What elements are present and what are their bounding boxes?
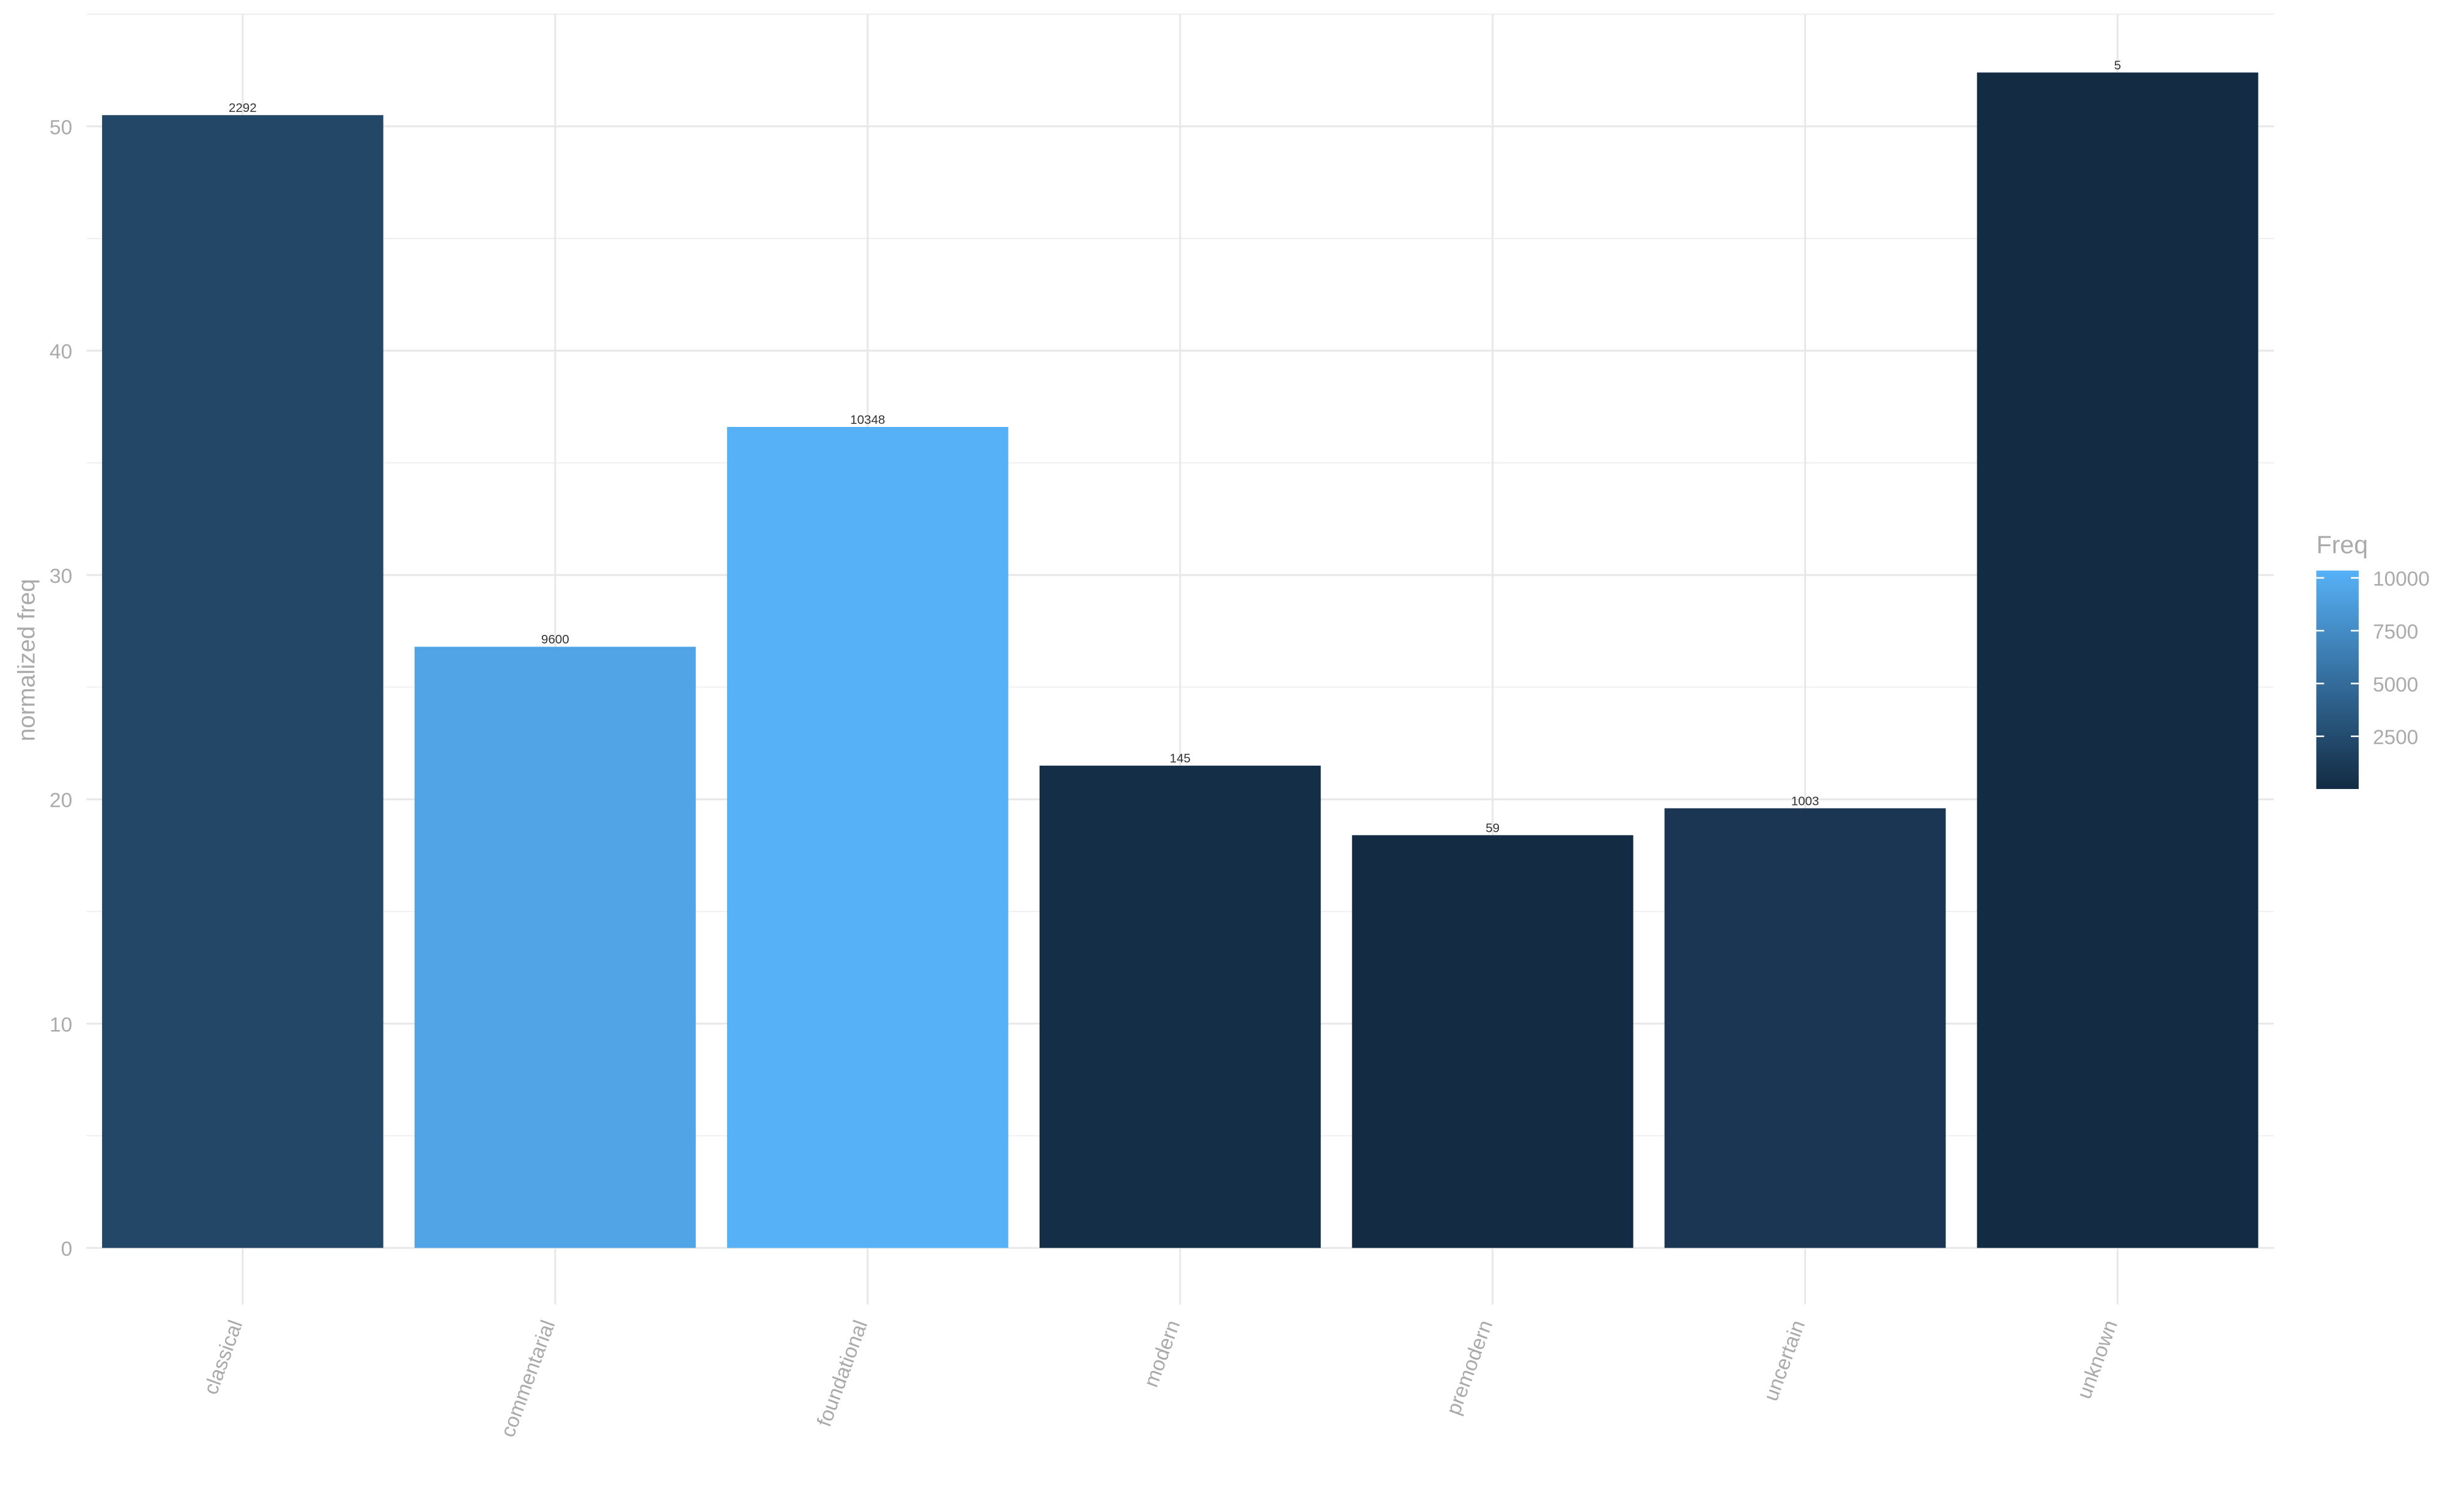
x-tick-label: commentarial (497, 1318, 560, 1440)
x-tick-label: classical (199, 1318, 247, 1398)
x-tick-label: foundational (813, 1318, 872, 1430)
y-tick-label: 50 (50, 116, 72, 139)
y-tick-label: 0 (61, 1238, 73, 1261)
bar (1352, 835, 1633, 1248)
x-tick-label: premodern (1442, 1318, 1497, 1418)
value-label: 59 (1485, 821, 1500, 835)
bar (1039, 765, 1321, 1248)
value-label: 145 (1170, 752, 1191, 766)
value-label: 9600 (541, 632, 569, 647)
bar (727, 426, 1008, 1248)
bar (102, 115, 383, 1248)
y-tick-label: 40 (50, 341, 72, 363)
x-tick-label: unknown (2073, 1318, 2122, 1402)
legend-title: Freq (2316, 531, 2368, 559)
y-axis-title: normalized freq (14, 579, 40, 741)
legend-tick-label: 5000 (2373, 673, 2418, 696)
legend-tick-label: 7500 (2373, 621, 2418, 643)
bar (414, 647, 696, 1248)
x-tick-label: uncertain (1759, 1318, 1810, 1404)
bar (1664, 808, 1946, 1248)
legend-tick-label: 10000 (2373, 568, 2430, 591)
value-label: 10348 (850, 413, 885, 427)
colorbar (2316, 570, 2359, 789)
value-label: 1003 (1791, 794, 1819, 808)
value-label: 2292 (229, 101, 257, 115)
value-label: 5 (2114, 58, 2121, 72)
y-tick-label: 20 (50, 790, 72, 812)
y-tick-label: 30 (50, 565, 72, 588)
bar (1977, 72, 2259, 1248)
x-tick-label: modern (1140, 1318, 1185, 1390)
y-tick-label: 10 (50, 1014, 72, 1036)
legend-tick-label: 2500 (2373, 727, 2418, 749)
